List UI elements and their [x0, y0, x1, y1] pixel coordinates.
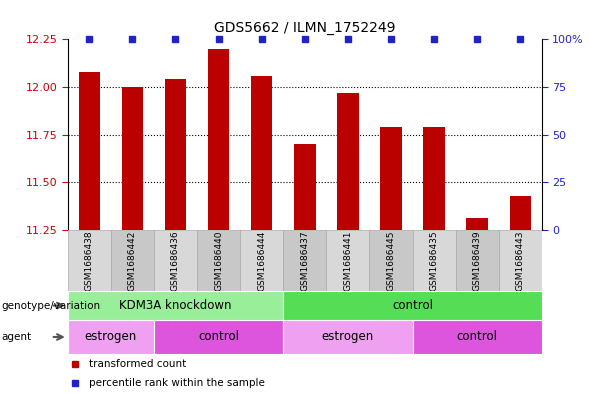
Bar [68, 291, 283, 320]
Bar [456, 230, 499, 291]
Text: percentile rank within the sample: percentile rank within the sample [89, 378, 265, 388]
Bar [423, 127, 445, 230]
Text: GSM1686442: GSM1686442 [128, 230, 137, 290]
Bar [499, 230, 542, 291]
Text: GSM1686435: GSM1686435 [429, 230, 439, 291]
Bar [294, 144, 316, 230]
Bar [283, 291, 542, 320]
Bar [251, 75, 273, 230]
Bar [380, 127, 402, 230]
Text: genotype/variation: genotype/variation [1, 301, 100, 311]
Bar [283, 230, 326, 291]
Text: control: control [392, 299, 433, 312]
Text: GSM1686439: GSM1686439 [473, 230, 482, 291]
Text: GSM1686437: GSM1686437 [300, 230, 309, 291]
Bar [68, 320, 154, 354]
Text: control: control [198, 331, 239, 343]
Text: control: control [456, 331, 498, 343]
Text: transformed count: transformed count [89, 358, 186, 369]
Bar [337, 93, 359, 230]
Bar [121, 87, 143, 230]
Bar [240, 230, 283, 291]
Text: GSM1686440: GSM1686440 [214, 230, 223, 290]
Text: GSM1686438: GSM1686438 [85, 230, 94, 291]
Bar [369, 230, 412, 291]
Bar [68, 230, 111, 291]
Text: GSM1686444: GSM1686444 [257, 230, 266, 290]
Bar [208, 49, 229, 230]
Bar [154, 230, 197, 291]
Title: GDS5662 / ILMN_1752249: GDS5662 / ILMN_1752249 [214, 22, 396, 35]
Bar [412, 320, 542, 354]
Bar [197, 230, 240, 291]
Text: estrogen: estrogen [85, 331, 137, 343]
Bar [412, 230, 456, 291]
Bar [466, 219, 488, 230]
Bar [326, 230, 369, 291]
Text: GSM1686443: GSM1686443 [516, 230, 525, 290]
Bar [111, 230, 154, 291]
Bar [283, 320, 412, 354]
Bar [509, 196, 531, 230]
Text: GSM1686445: GSM1686445 [386, 230, 396, 290]
Text: KDM3A knockdown: KDM3A knockdown [119, 299, 231, 312]
Text: GSM1686441: GSM1686441 [343, 230, 352, 290]
Text: agent: agent [1, 332, 31, 342]
Bar [78, 72, 100, 230]
Text: GSM1686436: GSM1686436 [171, 230, 180, 291]
Text: estrogen: estrogen [322, 331, 374, 343]
Bar [154, 320, 283, 354]
Bar [165, 79, 186, 230]
